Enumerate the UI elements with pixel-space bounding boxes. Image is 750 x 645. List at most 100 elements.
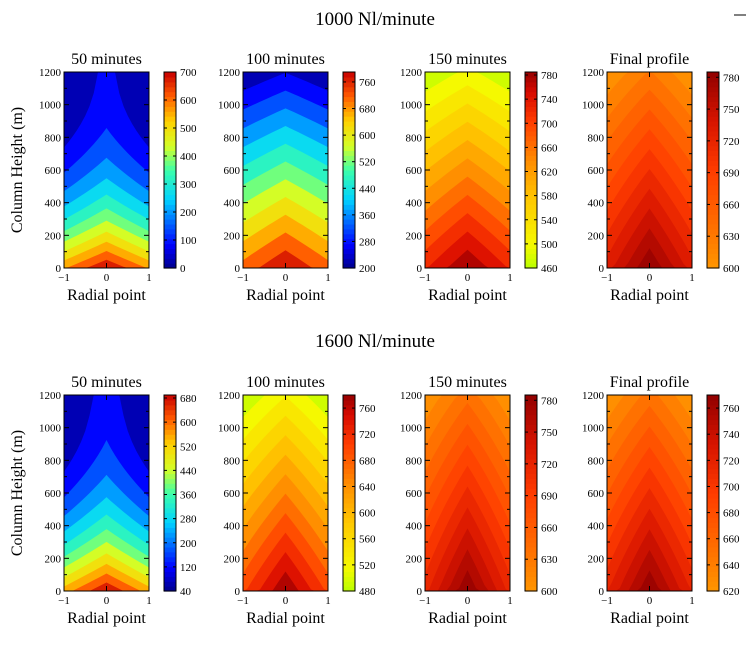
colorbar-segment — [343, 155, 355, 161]
colorbar-segment — [707, 253, 719, 259]
colorbar-segment — [525, 219, 537, 225]
colorbar-segment — [707, 189, 719, 196]
colorbar-segment — [525, 551, 537, 558]
colorbar-segment — [164, 209, 176, 215]
y-tick-label: 400 — [224, 198, 241, 210]
colorbar-tick-label: 600 — [723, 263, 740, 275]
colorbar-segment — [343, 512, 355, 519]
y-tick-label: 1000 — [39, 423, 62, 435]
colorbar-segment — [525, 91, 537, 98]
y-tick-label: 1000 — [400, 423, 423, 435]
colorbar-segment — [707, 434, 719, 440]
colorbar-segment — [343, 121, 355, 127]
y-tick-label: 0 — [235, 263, 241, 275]
colorbar-segment — [343, 488, 355, 494]
y-tick-label: 200 — [45, 230, 62, 242]
colorbar-segment — [164, 184, 176, 191]
colorbar-segment — [525, 238, 537, 245]
colorbar-tick-label: 720 — [359, 429, 376, 441]
colorbar-segment — [707, 223, 719, 230]
colorbar-segment — [525, 160, 537, 166]
colorbar: 600 630 660 690 720 750 780 — [524, 394, 558, 598]
colorbar-segment — [343, 448, 355, 455]
colorbar-segment — [707, 106, 719, 112]
colorbar-segment — [164, 86, 176, 93]
colorbar-segment — [164, 468, 176, 474]
colorbar-segment — [343, 546, 355, 553]
colorbar-segment — [707, 571, 719, 577]
colorbar-segment — [707, 404, 719, 411]
panel-title: 100 minutes — [246, 51, 325, 68]
colorbar-segment — [343, 189, 355, 196]
colorbar-tick-label: 680 — [723, 508, 740, 520]
colorbar-segment — [707, 532, 719, 538]
colorbar-segment — [164, 228, 176, 235]
colorbar-tick-label: 630 — [723, 231, 740, 243]
colorbar-segment — [707, 263, 719, 269]
colorbar-segment — [525, 209, 537, 215]
y-tick-label: 1000 — [218, 100, 241, 112]
colorbar-segment — [525, 463, 537, 470]
colorbar-tick-label: 780 — [541, 395, 558, 407]
colorbar-segment — [343, 566, 355, 572]
colorbar-segment — [164, 409, 176, 416]
colorbar-segment — [164, 478, 176, 484]
x-tick-label: −1 — [237, 272, 249, 284]
colorbar-segment — [525, 409, 537, 416]
colorbar-segment — [343, 174, 355, 181]
colorbar-tick-label: 660 — [541, 142, 558, 154]
colorbar-segment — [164, 419, 176, 425]
colorbar-segment — [707, 395, 719, 401]
colorbar-segment — [525, 189, 537, 196]
y-tick-label: 0 — [417, 586, 423, 598]
colorbar-segment — [707, 561, 719, 568]
colorbar-segment — [525, 111, 537, 117]
colorbar-segment — [707, 96, 719, 102]
colorbar-segment — [343, 502, 355, 509]
colorbar-segment — [525, 253, 537, 259]
colorbar-segment — [343, 106, 355, 112]
colorbar-segment — [707, 179, 719, 186]
colorbar-segment — [525, 170, 537, 176]
colorbar-segment — [343, 537, 355, 543]
colorbar-segment — [707, 204, 719, 210]
colorbar-segment — [343, 414, 355, 421]
colorbar-segment — [707, 145, 719, 151]
colorbar-segment — [343, 581, 355, 587]
colorbar-segment — [707, 483, 719, 489]
x-tick-label: 1 — [325, 272, 331, 284]
colorbar-segment — [525, 546, 537, 553]
colorbar-tick-label: 600 — [180, 95, 197, 107]
colorbar-segment — [707, 130, 719, 137]
colorbar-segment — [707, 160, 719, 166]
colorbar-tick-label: 700 — [723, 481, 740, 493]
colorbar-segment — [525, 184, 537, 191]
colorbar: 40 120 200 280 360 440 520 600 680 — [163, 393, 197, 598]
colorbar-segment — [525, 424, 537, 430]
colorbar-frame — [524, 394, 538, 592]
y-tick-label: 200 — [588, 230, 605, 242]
colorbar: 200 280 360 440 520 600 680 760 — [342, 71, 376, 275]
colorbar-segment — [707, 581, 719, 587]
colorbar-segment — [164, 439, 176, 445]
colorbar-segment — [525, 96, 537, 102]
colorbar-segment — [525, 571, 537, 577]
colorbar-segment — [525, 106, 537, 112]
colorbar-tick-label: 280 — [359, 236, 376, 248]
colorbar-segment — [525, 429, 537, 435]
colorbar-segment — [707, 468, 719, 474]
colorbar-segment — [525, 233, 537, 240]
colorbar-tick-label: 120 — [180, 562, 197, 574]
colorbar-segment — [164, 165, 176, 171]
colorbar-segment — [707, 458, 719, 465]
x-tick-label: 0 — [283, 595, 289, 607]
colorbar-tick-label: 760 — [359, 403, 376, 415]
colorbar-segment — [164, 214, 176, 220]
colorbar-frame — [342, 71, 356, 269]
colorbar-segment — [707, 243, 719, 249]
colorbar-segment — [343, 145, 355, 151]
colorbar-segment — [343, 214, 355, 220]
colorbar-segment — [164, 91, 176, 98]
